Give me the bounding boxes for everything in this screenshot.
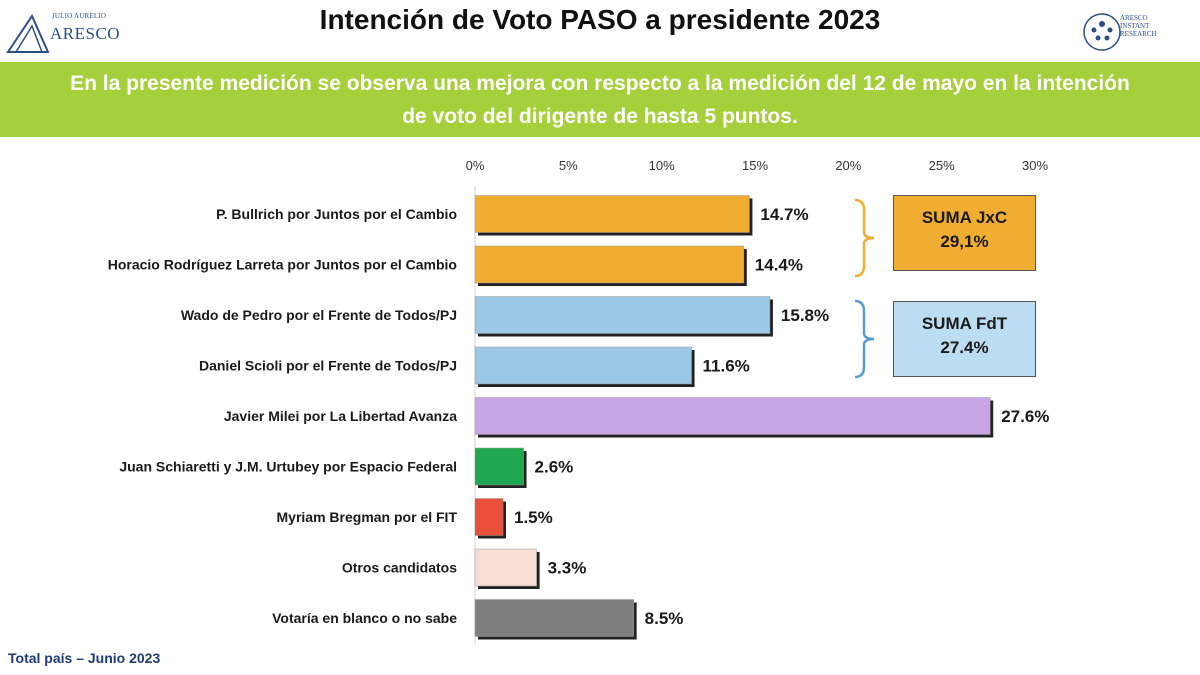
bar xyxy=(474,195,750,233)
suma-fdt-value: 27.4% xyxy=(940,338,989,357)
x-tick-label: 15% xyxy=(742,158,768,173)
x-tick-label: 20% xyxy=(835,158,861,173)
value-label: 2.6% xyxy=(535,458,574,477)
banner-line-1: En la presente medición se observa una m… xyxy=(70,72,1130,95)
suma-fdt-box: SUMA FdT 27.4% xyxy=(893,301,1036,377)
bar xyxy=(474,599,634,637)
bar xyxy=(474,498,504,536)
category-label: Otros candidatos xyxy=(342,560,457,576)
logo-left-name: ARESCO xyxy=(50,24,121,43)
bar xyxy=(474,447,524,486)
summary-banner: En la presente medición se observa una m… xyxy=(0,62,1200,137)
vote-intention-bar-chart: 0% 5% 10% 15% 20% 25% 30% P. Bullrich por Junto… xyxy=(108,158,1049,645)
globe-people-icon xyxy=(1083,13,1121,51)
bar xyxy=(474,548,537,587)
category-label: Juan Schiaretti y J.M. Urtubey por Espac… xyxy=(119,459,457,475)
category-label: Javier Milei por La Libertad Avanza xyxy=(224,408,457,424)
category-label: Horacio Rodríguez Larreta por Juntos por… xyxy=(108,257,457,273)
fdt-bracket xyxy=(854,299,875,379)
value-label: 3.3% xyxy=(548,559,587,578)
x-tick-label: 30% xyxy=(1022,158,1048,173)
category-label: Myriam Bregman por el FIT xyxy=(277,509,458,525)
bar xyxy=(474,245,745,284)
value-label: 14.4% xyxy=(755,256,803,275)
value-label: 15.8% xyxy=(781,306,829,325)
suma-jxc-value: 29,1% xyxy=(940,232,989,251)
value-label: 11.6% xyxy=(703,357,750,376)
category-label: Votaría en blanco o no sabe xyxy=(272,610,457,626)
suma-jxc-box: SUMA JxC 29,1% xyxy=(893,195,1036,271)
category-label: Daniel Scioli por el Frente de Todos/PJ xyxy=(199,358,457,374)
value-label: 27.6% xyxy=(1001,407,1049,426)
jxc-bracket xyxy=(854,198,875,278)
x-tick-label: 0% xyxy=(466,158,485,173)
page-title: Intención de Voto PASO a presidente 2023 xyxy=(319,4,881,35)
category-label: P. Bullrich por Juntos por el Cambio xyxy=(216,206,457,222)
aresco-logo-right: ARESCO INSTANT RESEARCH xyxy=(1082,4,1178,60)
aresco-triangle-icon xyxy=(6,14,50,53)
banner-line-2: de voto del dirigente de hasta 5 puntos. xyxy=(402,105,798,128)
value-label: 14.7% xyxy=(760,205,808,224)
bar xyxy=(474,296,771,334)
x-tick-label: 10% xyxy=(649,158,675,173)
value-label: 8.5% xyxy=(645,609,684,628)
x-tick-label: 5% xyxy=(559,158,578,173)
category-label: Wado de Pedro por el Frente de Todos/PJ xyxy=(181,307,457,323)
value-label: 1.5% xyxy=(514,508,553,527)
logo-right-line-2: INSTANT xyxy=(1120,22,1150,30)
footer-note: Total país – Junio 2023 xyxy=(8,650,161,666)
x-tick-label: 25% xyxy=(929,158,955,173)
suma-jxc-label: SUMA JxC xyxy=(921,208,1008,227)
aresco-logo-left: JULIO AURELIO ARESCO xyxy=(6,10,120,56)
bar xyxy=(474,346,692,385)
bar xyxy=(474,397,991,435)
logo-right-line-3: RESEARCH xyxy=(1120,30,1157,38)
logo-right-line-1: ARESCO xyxy=(1120,14,1148,22)
suma-fdt-label: SUMA FdT xyxy=(921,314,1008,333)
logo-left-subtitle: JULIO AURELIO xyxy=(52,12,107,20)
